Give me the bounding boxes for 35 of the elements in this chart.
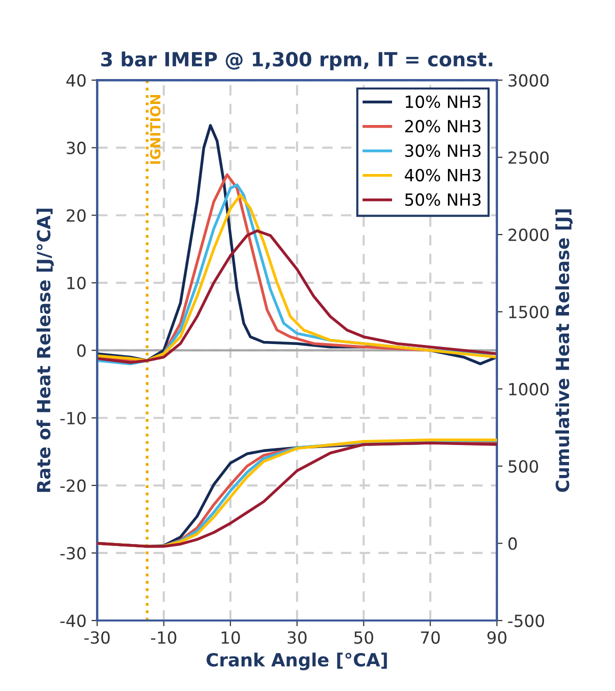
y-tick-label: -20 bbox=[60, 479, 86, 492]
x-tick-label: 10 bbox=[222, 631, 240, 644]
chart-title: 3 bar IMEP @ 1,300 rpm, IT = const. bbox=[101, 51, 492, 70]
y-tick-label: -40 bbox=[60, 614, 86, 628]
x-tick-label: 50 bbox=[354, 631, 374, 644]
y2-tick-label: 1000 bbox=[509, 382, 549, 396]
y2-tick-label: 2000 bbox=[508, 228, 549, 242]
legend-label: 20% NH3 bbox=[405, 120, 481, 133]
y-axis-title: Rate of Heat Release [J/°CA] bbox=[36, 208, 54, 492]
y-tick-label: 40 bbox=[66, 74, 86, 87]
y2-tick-label: -500 bbox=[508, 614, 544, 628]
legend-label: 30% NH3 bbox=[405, 144, 481, 157]
y-tick-label: 30 bbox=[66, 142, 86, 154]
y-tick-label: -10 bbox=[60, 412, 86, 424]
y2-tick-label: 2500 bbox=[508, 151, 549, 164]
x-axis-title: Crank Angle [°CA] bbox=[206, 652, 387, 670]
legend-label: 10% NH3 bbox=[406, 95, 481, 108]
legend-label: 40% NH3 bbox=[404, 168, 481, 182]
y2-tick-label: 1500 bbox=[509, 306, 549, 318]
x-tick-label: 70 bbox=[421, 631, 440, 644]
y-tick-label: 10 bbox=[67, 276, 86, 290]
y-tick-label: 0 bbox=[77, 344, 86, 357]
x-tick-label: 30 bbox=[288, 631, 307, 644]
x-tick-label: -30 bbox=[84, 631, 110, 644]
y-tick-label: -30 bbox=[60, 546, 86, 560]
y2-axis-title: Cumulative Heat Release [J] bbox=[555, 209, 573, 492]
ref-line-label: IGNITION bbox=[150, 94, 161, 164]
legend-label: 50% NH3 bbox=[405, 193, 481, 206]
y-tick-label: 20 bbox=[66, 209, 86, 222]
line-series bbox=[97, 229, 497, 364]
x-tick-label: -10 bbox=[151, 631, 176, 644]
x-tick-label: 90 bbox=[487, 631, 506, 644]
y2-tick-label: 3000 bbox=[508, 74, 549, 87]
y2-tick-label: 0 bbox=[508, 537, 517, 550]
y2-tick-label: 500 bbox=[508, 460, 538, 473]
